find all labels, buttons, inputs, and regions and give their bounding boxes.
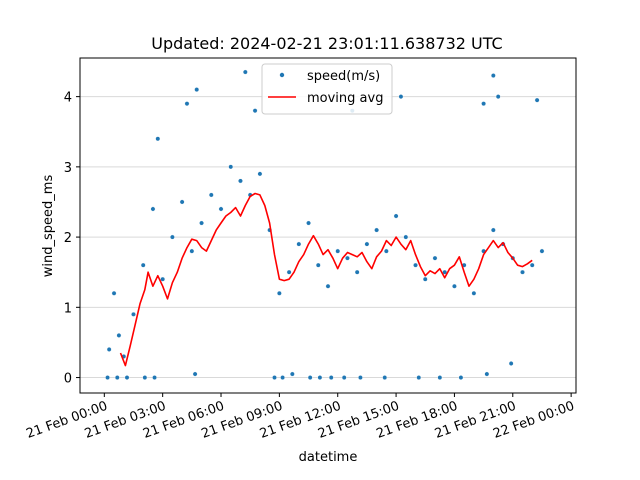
scatter-point — [116, 333, 122, 338]
scatter-point — [393, 213, 399, 219]
scatter-point — [382, 375, 388, 380]
scatter-point — [257, 171, 263, 177]
scatter-point — [208, 192, 214, 198]
scatter-series — [105, 69, 545, 380]
scatter-point — [484, 371, 490, 377]
moving-avg-series — [119, 192, 533, 367]
scatter-point — [306, 220, 311, 226]
scatter-point — [192, 371, 198, 377]
scatter-point — [422, 276, 428, 282]
plot-frame — [79, 57, 577, 394]
scatter-point — [437, 375, 443, 380]
scatter-point — [218, 206, 224, 212]
y-axis: 0 1 2 3 4 — [64, 91, 80, 387]
scatter-point — [490, 73, 496, 78]
scatter-point — [354, 269, 360, 275]
legend-box — [261, 63, 393, 115]
scatter-point — [358, 375, 363, 380]
legend-marker-speed — [279, 72, 285, 78]
y-tick-label: 4 — [64, 91, 72, 106]
scatter-point — [242, 69, 248, 75]
scatter-point — [328, 375, 334, 380]
scatter-point — [534, 97, 540, 103]
scatter-point — [142, 375, 148, 380]
scatter-point — [452, 283, 457, 289]
scatter-point — [286, 269, 292, 275]
scatter-point — [539, 248, 545, 254]
scatter-point — [335, 248, 341, 254]
scatter-point — [228, 164, 234, 170]
scatter-point — [276, 290, 282, 296]
scatter-point — [155, 136, 161, 142]
scatter-point — [383, 248, 389, 254]
scatter-point — [152, 375, 157, 380]
scatter-point — [140, 262, 146, 268]
y-tick-label: 1 — [64, 301, 72, 316]
legend: speed(m/s) moving avg — [261, 63, 393, 115]
moving-avg-line — [119, 192, 533, 367]
scatter-point — [341, 375, 347, 380]
scatter-point — [238, 178, 243, 184]
scatter-point — [189, 248, 195, 254]
scatter-point — [124, 375, 130, 380]
scatter-point — [272, 375, 277, 380]
scatter-point — [325, 283, 331, 289]
chart-title: Updated: 2024-02-21 23:01:11.638732 UTC — [151, 34, 502, 53]
scatter-point — [398, 94, 404, 100]
scatter-point — [194, 87, 200, 93]
scatter-point — [481, 101, 487, 107]
scatter-point — [280, 375, 286, 380]
scatter-point — [111, 290, 117, 296]
scatter-point — [364, 241, 370, 247]
x-axis-title: datetime — [299, 450, 358, 465]
scatter-point — [160, 276, 166, 282]
scatter-point — [508, 361, 514, 366]
scatter-point — [296, 241, 302, 247]
scatter-point — [184, 101, 190, 107]
scatter-point — [345, 255, 350, 261]
scatter-point — [114, 375, 120, 380]
y-tick-label: 2 — [64, 231, 72, 246]
legend-label-speed: speed(m/s) — [307, 69, 380, 84]
scatter-point — [520, 269, 525, 275]
scatter-point — [169, 234, 175, 240]
scatter-point — [458, 375, 464, 380]
scatter-point — [432, 255, 438, 261]
y-tick-label: 0 — [64, 372, 72, 387]
scatter-point — [179, 199, 185, 205]
scatter-point — [150, 206, 156, 212]
scatter-point — [199, 220, 204, 226]
scatter-point — [252, 108, 258, 114]
scatter-point — [374, 227, 380, 233]
legend-label-moving-avg: moving avg — [307, 91, 383, 106]
scatter-point — [307, 375, 313, 380]
scatter-point — [317, 375, 323, 380]
grid-lines — [80, 96, 576, 379]
y-tick-label: 3 — [64, 161, 72, 176]
scatter-point — [471, 290, 477, 296]
scatter-point — [403, 234, 409, 240]
scatter-point — [131, 311, 136, 317]
scatter-point — [105, 375, 110, 380]
scatter-point — [106, 347, 112, 352]
y-axis-title: wind_speed_ms — [41, 175, 56, 278]
scatter-point — [416, 375, 422, 380]
scatter-point — [315, 262, 321, 268]
scatter-point — [289, 371, 295, 377]
scatter-point — [413, 262, 418, 268]
scatter-point — [490, 227, 496, 233]
scatter-point — [495, 94, 501, 100]
scatter-point — [529, 262, 535, 268]
